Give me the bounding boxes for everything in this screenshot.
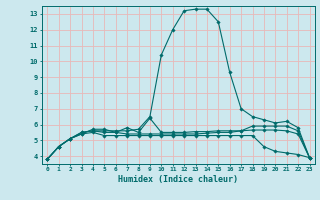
- X-axis label: Humidex (Indice chaleur): Humidex (Indice chaleur): [118, 175, 238, 184]
